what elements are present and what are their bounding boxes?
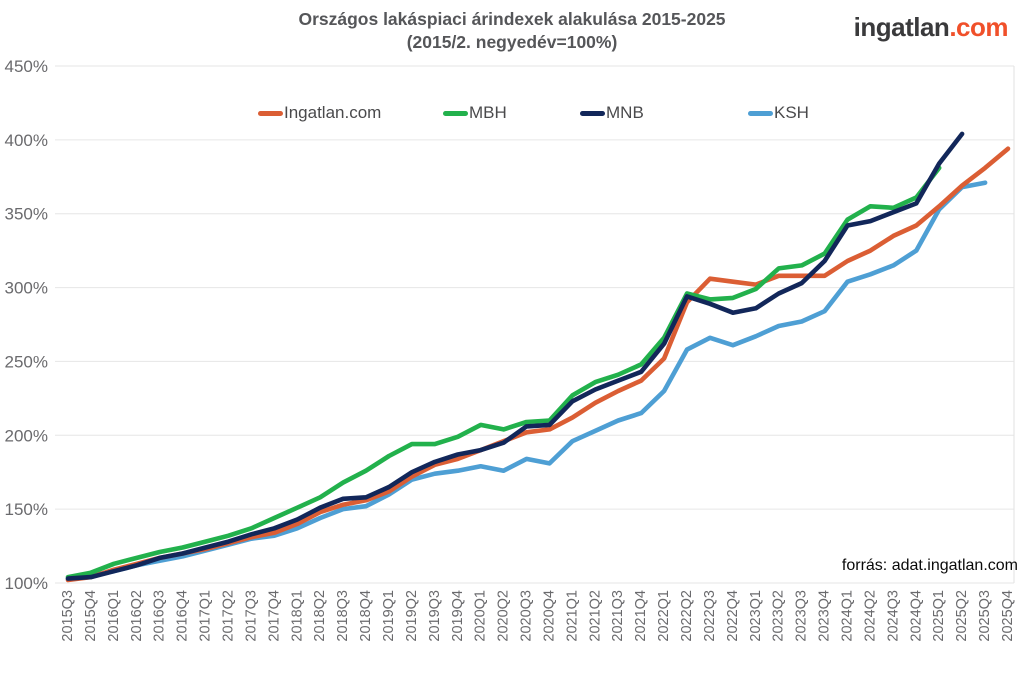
x-tick-label: 2018Q4 [358, 590, 374, 642]
x-tick-label: 2015Q3 [60, 590, 76, 642]
series-line-mbh [65, 165, 942, 580]
x-tick-label: 2024Q1 [840, 590, 856, 642]
x-tick-label: 2025Q3 [977, 590, 993, 642]
x-tick-label: 2019Q3 [427, 590, 443, 642]
x-tick-label: 2017Q3 [243, 590, 259, 642]
x-tick-label: 2022Q3 [702, 590, 718, 642]
legend-swatch [258, 110, 283, 116]
legend-swatch [748, 110, 773, 116]
x-tick-label: 2020Q2 [496, 590, 512, 642]
y-tick-label: 300% [5, 279, 48, 298]
legend-label: MNB [606, 103, 644, 122]
x-tick-label: 2015Q4 [83, 590, 99, 642]
x-tick-label: 2018Q3 [335, 590, 351, 642]
chart-title-line1: Országos lakáspiaci árindexek alakulása … [298, 9, 726, 29]
x-tick-label: 2017Q4 [266, 590, 282, 642]
x-tick-label: 2018Q1 [289, 590, 305, 642]
x-tick-label: 2022Q1 [656, 590, 672, 642]
ingatlan-logo: ingatlan.com [853, 12, 1009, 43]
x-tick-label: 2024Q2 [862, 590, 878, 642]
legend-label: Ingatlan.com [284, 103, 382, 122]
x-tick-label: 2019Q1 [381, 590, 397, 642]
y-tick-label: 450% [5, 57, 48, 76]
x-tick-label: 2022Q2 [679, 590, 695, 642]
x-tick-label: 2025Q1 [931, 590, 947, 642]
chart-legend: Ingatlan.com MBH MNB KSH [0, 103, 1024, 125]
series-line-mnb [65, 131, 965, 581]
x-tick-label: 2016Q3 [152, 590, 168, 642]
x-tick-label: 2017Q1 [198, 590, 214, 642]
x-tick-label: 2021Q1 [564, 590, 580, 642]
x-tick-label: 2018Q2 [312, 590, 328, 642]
y-tick-label: 250% [5, 352, 48, 371]
x-tick-label: 2016Q4 [175, 590, 191, 642]
x-tick-label: 2023Q1 [748, 590, 764, 642]
x-tick-label: 2023Q3 [794, 590, 810, 642]
legend-label: MBH [469, 103, 507, 122]
legend-label: KSH [774, 103, 809, 122]
x-tick-label: 2020Q4 [541, 590, 557, 642]
chart-title: Országos lakáspiaci árindexek alakulása … [0, 8, 1024, 54]
x-tick-label: 2023Q4 [817, 590, 833, 642]
x-tick-label: 2020Q1 [473, 590, 489, 642]
x-tick-label: 2023Q2 [771, 590, 787, 642]
x-tick-label: 2024Q4 [908, 590, 924, 642]
y-tick-label: 400% [5, 131, 48, 150]
x-tick-label: 2024Q3 [885, 590, 901, 642]
logo-text-main: ingatlan [853, 12, 950, 42]
x-tick-label: 2016Q1 [106, 590, 122, 642]
x-tick-label: 2016Q2 [129, 590, 145, 642]
y-tick-label: 350% [5, 205, 48, 224]
logo-text-suffix: .com [949, 12, 1008, 42]
y-tick-label: 150% [5, 500, 48, 519]
y-tick-label: 200% [5, 426, 48, 445]
legend-item-ksh[interactable]: KSH [748, 103, 809, 123]
x-tick-label: 2017Q2 [220, 590, 236, 642]
x-tick-label: 2025Q2 [954, 590, 970, 642]
x-tick-label: 2022Q4 [725, 590, 741, 642]
x-tick-label: 2021Q4 [633, 590, 649, 642]
x-tick-label: 2021Q2 [587, 590, 603, 642]
x-tick-label: 2019Q2 [404, 590, 420, 642]
source-label: forrás: adat.ingatlan.com [841, 557, 1018, 574]
y-tick-label: 100% [5, 574, 48, 593]
x-tick-label: 2025Q4 [1000, 590, 1016, 642]
legend-item-ingatlan-com[interactable]: Ingatlan.com [258, 103, 381, 123]
legend-item-mbh[interactable]: MBH [443, 103, 507, 123]
x-tick-label: 2019Q4 [450, 590, 466, 642]
series-line-ksh [65, 180, 988, 581]
legend-swatch [580, 110, 605, 116]
x-tick-label: 2020Q3 [519, 590, 535, 642]
x-tick-label: 2021Q3 [610, 590, 626, 642]
chart-title-line2: (2015/2. negyedév=100%) [406, 32, 618, 52]
legend-swatch [443, 110, 468, 116]
legend-item-mnb[interactable]: MNB [580, 103, 644, 123]
